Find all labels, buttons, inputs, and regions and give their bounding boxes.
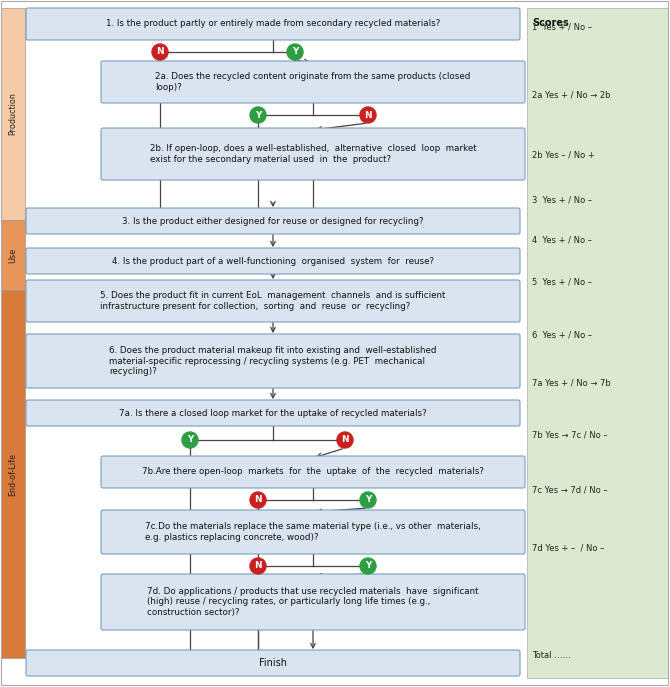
Text: 7b Yes → 7c / No –: 7b Yes → 7c / No – [532,431,608,440]
Text: N: N [254,495,262,504]
Text: Production: Production [9,93,17,135]
Text: 7c.Do the materials replace the same material type (i.e., vs other  materials,
e: 7c.Do the materials replace the same mat… [145,522,481,542]
FancyBboxPatch shape [26,248,520,274]
Text: 7a Yes + / No → 7b: 7a Yes + / No → 7b [532,379,611,387]
Text: Finish: Finish [259,658,287,668]
Text: 6. Does the product material makeup fit into existing and  well-established
mate: 6. Does the product material makeup fit … [109,346,437,376]
Circle shape [360,492,376,508]
Text: Scores: Scores [532,18,569,28]
Text: 7a. Is there a closed loop market for the uptake of recycled materials?: 7a. Is there a closed loop market for th… [119,409,427,418]
Text: N: N [341,436,349,444]
Circle shape [287,44,303,60]
FancyBboxPatch shape [101,61,525,103]
FancyBboxPatch shape [26,334,520,388]
Text: 1. Is the product partly or entirely made from secondary recycled materials?: 1. Is the product partly or entirely mad… [106,19,440,28]
Circle shape [250,558,266,574]
Text: Y: Y [364,561,371,570]
Text: 7d Yes + –  / No –: 7d Yes + – / No – [532,543,604,552]
Text: N: N [254,561,262,570]
Circle shape [360,558,376,574]
Text: 3  Yes + / No –: 3 Yes + / No – [532,196,592,205]
FancyBboxPatch shape [26,8,520,40]
Circle shape [250,107,266,123]
Circle shape [250,492,266,508]
FancyBboxPatch shape [101,456,525,488]
Text: 5. Does the product fit in current EoL  management  channels  and is sufficient
: 5. Does the product fit in current EoL m… [100,291,446,311]
Text: 3. Is the product either designed for reuse or designed for recycling?: 3. Is the product either designed for re… [122,216,424,225]
FancyBboxPatch shape [1,220,25,290]
FancyBboxPatch shape [101,574,525,630]
Text: N: N [364,111,372,120]
Text: Y: Y [255,111,261,120]
Text: 2b. If open-loop, does a well-established,  alternative  closed  loop  market
ex: 2b. If open-loop, does a well-establishe… [149,144,476,164]
Text: Use: Use [9,247,17,262]
FancyBboxPatch shape [1,290,25,658]
Text: Y: Y [364,495,371,504]
FancyBboxPatch shape [101,510,525,554]
Circle shape [182,432,198,448]
Text: Y: Y [292,47,298,56]
Text: 1  Yes + / No –: 1 Yes + / No – [532,23,592,32]
Circle shape [360,107,376,123]
Circle shape [337,432,353,448]
FancyBboxPatch shape [26,650,520,676]
Text: N: N [156,47,163,56]
Text: 6  Yes + / No –: 6 Yes + / No – [532,330,592,339]
Text: 7c Yes → 7d / No –: 7c Yes → 7d / No – [532,486,608,495]
Text: 5  Yes + / No –: 5 Yes + / No – [532,278,592,286]
Circle shape [152,44,168,60]
Text: 4. Is the product part of a well-functioning  organised  system  for  reuse?: 4. Is the product part of a well-functio… [112,256,434,265]
Text: 2b Yes – / No +: 2b Yes – / No + [532,150,595,159]
FancyBboxPatch shape [26,280,520,322]
Text: End-of-Life: End-of-Life [9,453,17,495]
Text: 7d. Do applications / products that use recycled materials  have  significant
(h: 7d. Do applications / products that use … [147,587,479,617]
Text: Total ……: Total …… [532,651,571,660]
FancyBboxPatch shape [101,128,525,180]
FancyBboxPatch shape [26,208,520,234]
FancyBboxPatch shape [1,8,25,220]
Text: 2a. Does the recycled content originate from the same products (closed
loop)?: 2a. Does the recycled content originate … [155,72,471,91]
Text: Y: Y [187,436,193,444]
Text: 4  Yes + / No –: 4 Yes + / No – [532,236,592,245]
FancyBboxPatch shape [527,8,668,678]
Text: 7b.Are there open-loop  markets  for  the  uptake  of  the  recycled  materials?: 7b.Are there open-loop markets for the u… [142,467,484,477]
Text: 2a Yes + / No → 2b: 2a Yes + / No → 2b [532,91,610,100]
FancyBboxPatch shape [26,400,520,426]
